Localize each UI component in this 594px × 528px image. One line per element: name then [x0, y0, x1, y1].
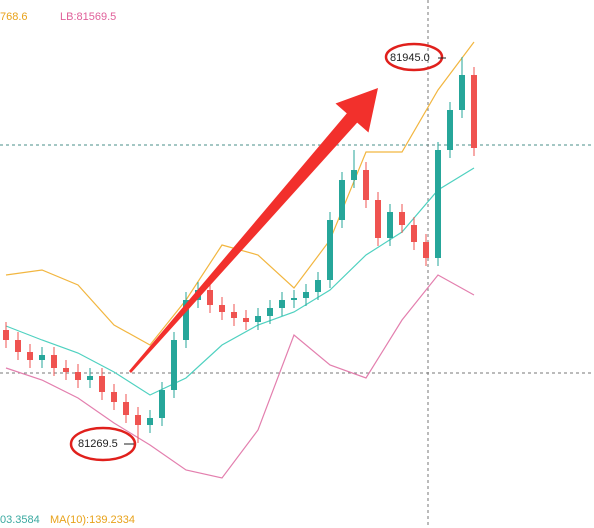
annotation-label: 81269.5 — [78, 438, 118, 450]
candle-body — [459, 75, 465, 110]
candle-body — [27, 352, 33, 360]
candle-body — [339, 180, 345, 220]
candle-body — [111, 392, 117, 402]
candle-body — [207, 290, 213, 305]
candle-body — [87, 376, 93, 380]
candle-body — [63, 368, 69, 372]
footer-value: 03.3584 — [0, 514, 40, 526]
candle-body — [159, 390, 165, 418]
plot-area — [3, 41, 477, 479]
candle-body — [279, 300, 285, 308]
band-line — [5, 274, 475, 479]
candle-body — [327, 220, 333, 280]
annotation-label: 81945.0 — [390, 52, 430, 64]
candle-body — [267, 308, 273, 316]
candle-body — [447, 110, 453, 150]
candle-body — [435, 150, 441, 258]
candle-body — [363, 170, 369, 200]
candle-body — [171, 340, 177, 390]
candle-body — [3, 330, 9, 340]
candle-body — [183, 300, 189, 340]
candle-body — [243, 318, 249, 322]
candle-body — [15, 340, 21, 352]
candle-body — [75, 372, 81, 380]
candle-body — [219, 305, 225, 312]
candle-body — [291, 298, 297, 300]
candle-body — [51, 355, 57, 368]
band-line — [5, 167, 475, 396]
candle-body — [303, 292, 309, 298]
candle-body — [99, 376, 105, 392]
candle-body — [399, 212, 405, 225]
trend-arrow — [129, 88, 378, 373]
candle-body — [39, 355, 45, 360]
candle-body — [255, 316, 261, 322]
candle-body — [411, 225, 417, 242]
highlight-ellipse — [384, 42, 444, 72]
candle-body — [387, 212, 393, 238]
candle-body — [375, 200, 381, 238]
candle-body — [147, 418, 153, 425]
candle-body — [423, 242, 429, 258]
candle-body — [315, 280, 321, 292]
candle-body — [135, 415, 141, 425]
highlight-ellipse — [69, 426, 137, 462]
candle-body — [123, 402, 129, 415]
candle-body — [471, 75, 477, 148]
band-line — [5, 41, 475, 346]
header-value: 768.6 — [0, 11, 28, 23]
header-value: LB:81569.5 — [60, 11, 116, 23]
candle-body — [231, 312, 237, 318]
candle-body — [351, 170, 357, 180]
footer-value: MA(10):139.2334 — [50, 514, 135, 526]
